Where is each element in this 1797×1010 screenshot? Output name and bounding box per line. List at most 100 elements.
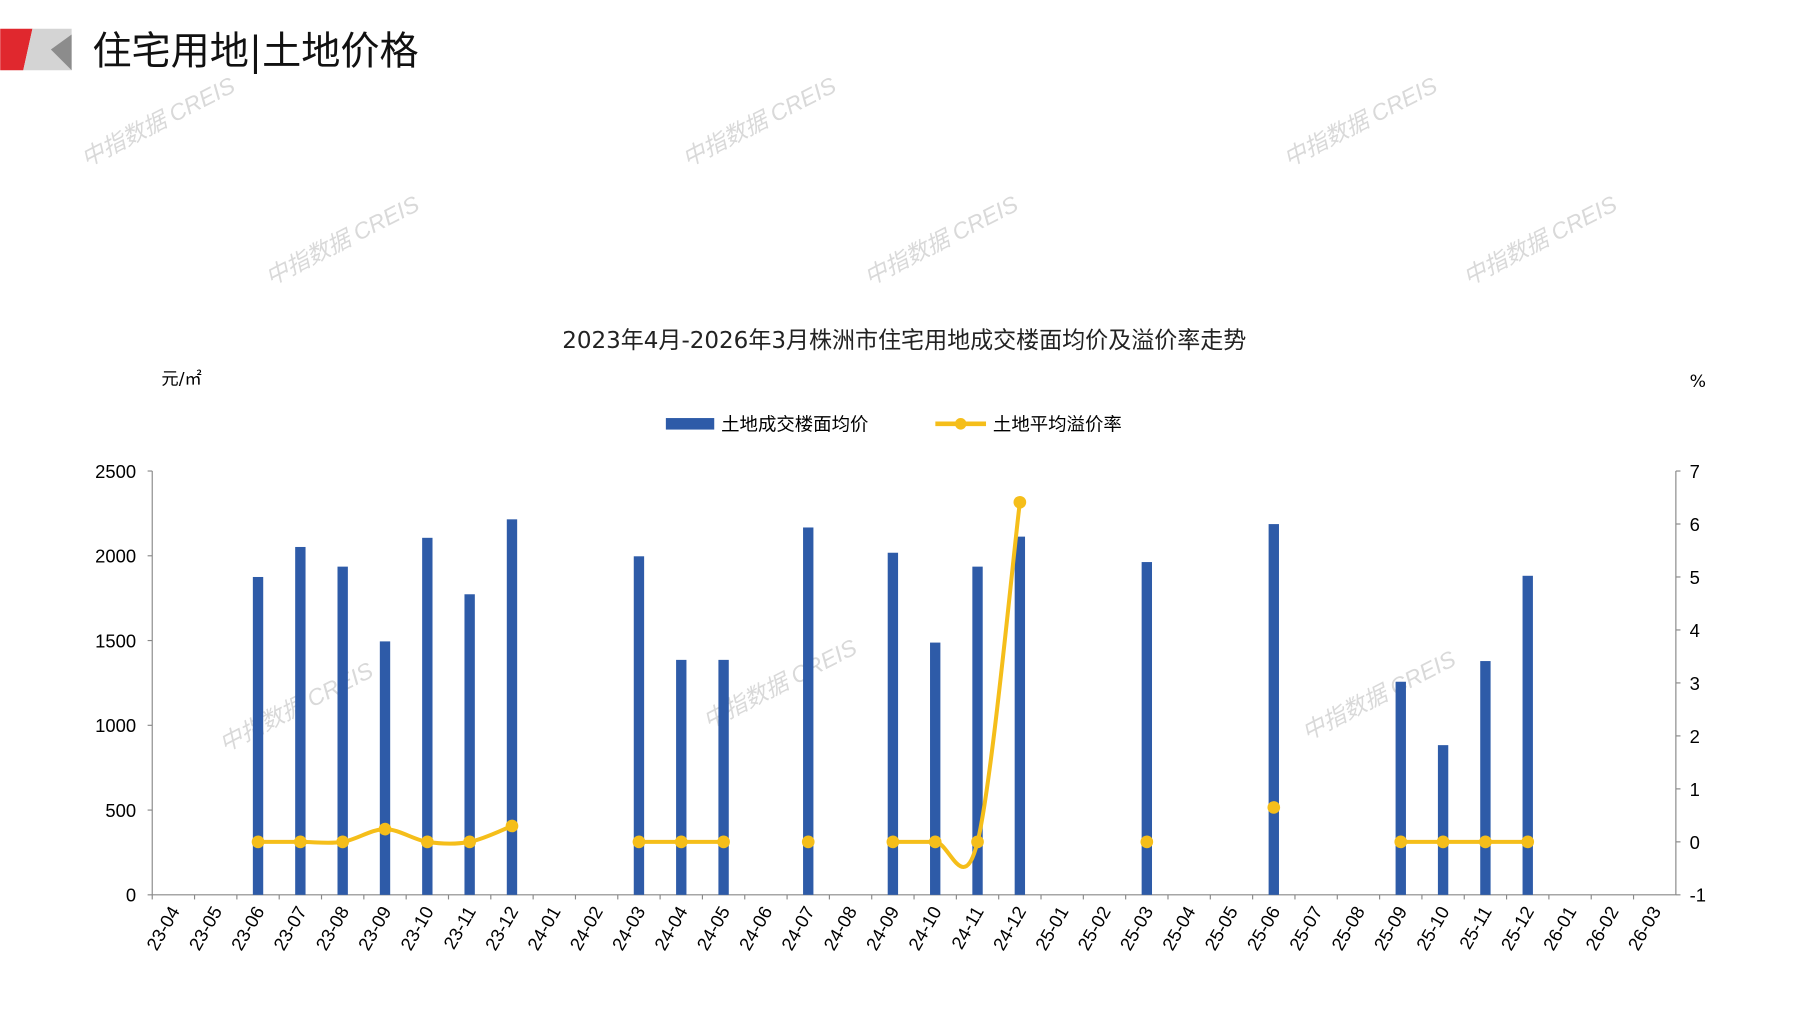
- bar-24-10: [930, 642, 941, 895]
- bar-23-10: [422, 537, 433, 895]
- x-tick-label: 23-04: [142, 902, 184, 953]
- x-tick-label: 24-03: [608, 902, 650, 953]
- x-tick-label: 25-02: [1073, 902, 1115, 953]
- x-tick-label: 24-06: [735, 902, 777, 953]
- premium-point-24-05: [717, 835, 730, 849]
- x-tick-label: 25-11: [1455, 902, 1496, 952]
- bar-23-12: [506, 519, 518, 895]
- x-tick-label: 25-01: [1031, 902, 1073, 953]
- bar-25-03: [1141, 562, 1153, 895]
- x-tick-label: 23-11: [439, 902, 480, 952]
- bar-24-11: [972, 566, 983, 895]
- right-axis-unit: %: [1690, 372, 1706, 392]
- bar-25-10: [1437, 745, 1449, 895]
- legend: 土地成交楼面均价 土地平均溢价率: [665, 415, 1122, 436]
- watermark-text: 中指数据 CREIS: [1459, 190, 1622, 290]
- x-tick-label: 24-11: [947, 902, 988, 952]
- watermark-text: 中指数据 CREIS: [261, 190, 424, 290]
- bar-24-12: [1014, 536, 1026, 895]
- bar-24-03: [633, 556, 645, 895]
- x-tick-label: 26-01: [1539, 902, 1581, 953]
- premium-point-25-12: [1521, 835, 1535, 849]
- premium-point-23-09: [378, 822, 392, 836]
- x-tick-label: 23-05: [184, 902, 226, 953]
- premium-point-23-12: [505, 819, 519, 833]
- x-tick-label: 24-04: [650, 902, 692, 953]
- left-tick-label: 0: [126, 885, 136, 906]
- watermark-text: 中指数据 CREIS: [1297, 645, 1460, 745]
- premium-point-25-10: [1436, 835, 1450, 849]
- premium-line-segment: [892, 502, 1022, 870]
- watermark-text: 中指数据 CREIS: [77, 72, 240, 172]
- premium-point-23-10: [420, 835, 434, 849]
- bar-24-04: [676, 659, 687, 895]
- premium-point-24-10: [928, 835, 942, 849]
- x-tick-label: 25-08: [1327, 902, 1369, 953]
- axes: 0 500 1000 1500 2000 2500 -1 0 1 2 3 4 5 6 7 23-04 23-05…: [95, 461, 1706, 954]
- x-tick-label: 25-05: [1200, 902, 1242, 953]
- premium-line: [251, 495, 1535, 870]
- premium-point-25-11: [1479, 835, 1492, 849]
- chart-title: 2023年4月-2026年3月株洲市住宅用地成交楼面均价及溢价率走势: [562, 328, 1246, 354]
- premium-point-25-03: [1140, 835, 1154, 849]
- premium-point-23-07: [294, 835, 307, 849]
- x-tick-label: 23-06: [227, 902, 269, 953]
- x-tick-label: 25-06: [1242, 902, 1284, 953]
- right-tick-label: 4: [1690, 620, 1700, 641]
- left-tick-label: 2000: [95, 546, 136, 567]
- watermark-text: 中指数据 CREIS: [1279, 72, 1442, 172]
- x-tick-label: 25-04: [1158, 902, 1200, 953]
- right-tick-label: 0: [1690, 832, 1700, 853]
- x-tick-label: 25-07: [1285, 902, 1327, 953]
- watermark-text: 中指数据 CREIS: [678, 72, 841, 172]
- x-tick-label: 24-08: [819, 902, 861, 953]
- right-tick-label: 5: [1690, 567, 1700, 588]
- premium-point-24-03: [632, 835, 646, 849]
- left-tick-label: 1000: [95, 715, 136, 736]
- x-tick-label: 25-09: [1369, 902, 1411, 953]
- x-tick-label: 25-12: [1496, 902, 1538, 953]
- bar-23-11: [464, 594, 475, 895]
- bar-25-11: [1480, 661, 1491, 895]
- logo-dark-shape: [50, 34, 72, 71]
- logo-red-shape: [0, 28, 33, 71]
- premium-point-25-06: [1267, 801, 1281, 814]
- bar-25-06: [1268, 524, 1279, 895]
- x-tick-label: 25-10: [1412, 902, 1454, 953]
- bars: [252, 519, 1533, 895]
- legend-line-label: 土地平均溢价率: [993, 415, 1122, 436]
- x-tick-label: 23-08: [311, 902, 353, 953]
- left-tick-label: 2500: [95, 461, 136, 482]
- x-tick-label: 24-01: [523, 902, 565, 953]
- x-tick-label: 24-09: [862, 902, 904, 953]
- bar-25-12: [1522, 575, 1533, 895]
- bar-23-09: [379, 641, 391, 895]
- bar-24-05: [718, 659, 729, 895]
- x-tick-label: 24-12: [989, 902, 1031, 953]
- header-logo: [0, 28, 72, 71]
- premium-point-24-11: [971, 835, 984, 849]
- x-tick-label: 24-10: [904, 902, 946, 953]
- bar-23-08: [337, 566, 348, 895]
- premium-point-24-09: [886, 835, 900, 849]
- left-tick-label: 1500: [95, 630, 136, 651]
- right-tick-label: 6: [1690, 514, 1700, 535]
- left-axis-unit: 元/㎡: [161, 370, 201, 390]
- premium-point-25-09: [1394, 835, 1408, 849]
- x-tick-label: 23-10: [396, 902, 438, 953]
- right-tick-label: 7: [1690, 461, 1700, 482]
- x-tick-label: 23-09: [354, 902, 396, 953]
- page-title: 住宅用地|土地价格: [92, 29, 418, 74]
- premium-point-23-11: [463, 835, 476, 849]
- x-tick-label: 25-03: [1115, 902, 1157, 953]
- x-tick-label: 23-07: [269, 902, 311, 953]
- right-tick-label: 3: [1690, 673, 1700, 694]
- x-tick-label: 24-07: [777, 902, 819, 953]
- right-tick-label: 1: [1690, 779, 1700, 800]
- logo-gray-shape: [23, 28, 72, 71]
- watermark-text: 中指数据 CREIS: [860, 190, 1023, 290]
- x-tick-label: 26-02: [1581, 902, 1623, 953]
- legend-line-marker: [954, 418, 967, 430]
- right-tick-label: -1: [1690, 885, 1706, 906]
